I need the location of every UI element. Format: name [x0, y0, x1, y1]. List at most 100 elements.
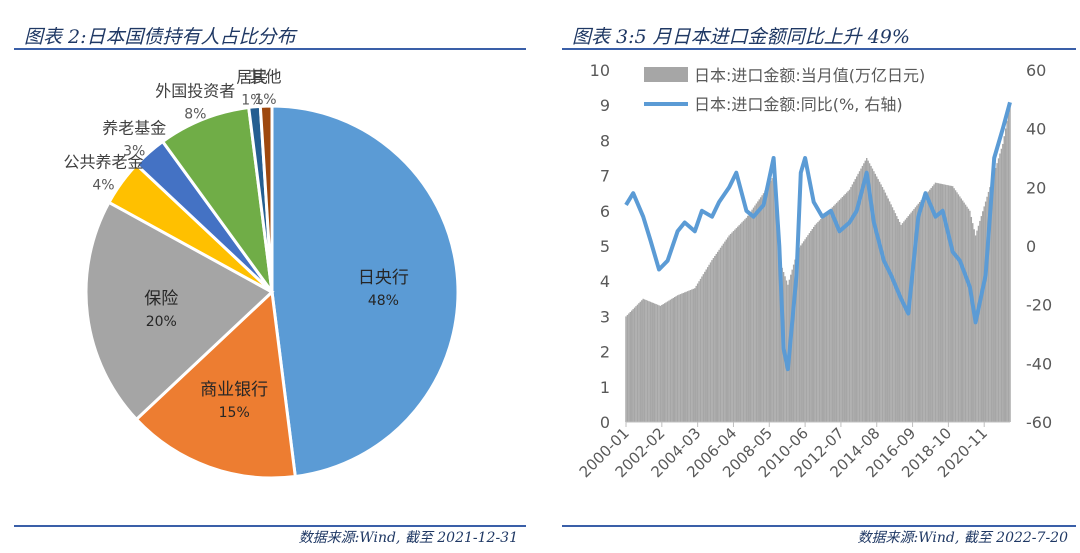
bar-mark — [990, 182, 993, 422]
bar-mark — [969, 210, 971, 422]
bar-mark — [926, 193, 928, 422]
bar-mark — [970, 216, 973, 422]
bar-mark — [866, 158, 868, 422]
bar-mark — [944, 184, 947, 422]
bar-mark — [716, 251, 719, 422]
bar-mark — [957, 194, 960, 422]
bar-mark — [996, 163, 998, 422]
bar-mark — [635, 306, 637, 422]
bar-mark — [653, 303, 656, 422]
bar-mark — [645, 299, 647, 422]
bar-mark — [770, 180, 772, 422]
bar-mark — [939, 183, 941, 422]
bar-mark — [910, 212, 912, 422]
bar-mark — [797, 249, 799, 422]
bar-mark — [984, 201, 987, 422]
bar-mark — [851, 184, 854, 422]
bar-mark — [802, 241, 805, 422]
bar-mark — [686, 291, 689, 422]
bar-mark — [701, 276, 703, 422]
legend-label-line: 日本:进口金额:同比(%, 右轴) — [694, 95, 903, 114]
pie-slice — [84, 200, 275, 422]
bar-mark — [953, 188, 955, 422]
bar-mark — [943, 184, 945, 422]
yoy-line — [624, 101, 1012, 372]
bar-mark — [752, 207, 755, 422]
bar-mark — [974, 235, 977, 422]
bar-mark — [629, 312, 632, 422]
bar-mark — [921, 198, 924, 422]
bar-mark — [744, 219, 746, 422]
bar-mark — [695, 285, 697, 422]
bar-mark — [906, 217, 908, 422]
bar-mark — [808, 233, 811, 422]
bar-mark — [941, 184, 944, 422]
bar-mark — [646, 300, 649, 422]
pie-slice — [270, 104, 460, 479]
bar-mark — [847, 191, 849, 422]
bar-mark — [681, 293, 683, 422]
bar-mark — [987, 191, 990, 422]
bar-mark — [699, 278, 702, 422]
bar-mark — [823, 216, 825, 422]
pie-value-label: 8% — [184, 106, 206, 122]
bar-mark — [959, 196, 961, 422]
bar-mark — [973, 229, 975, 422]
left-chart-title: 图表 2:日本国债持有人占比分布 — [24, 26, 296, 48]
pie-value-label: 20% — [146, 314, 177, 330]
bar-mark — [983, 206, 985, 422]
bar-mark — [739, 223, 742, 422]
bar-mark — [896, 216, 898, 422]
bar-mark — [745, 217, 748, 422]
bar-mark — [688, 290, 690, 422]
bar-mark — [735, 228, 738, 422]
bar-mark — [747, 215, 749, 422]
bar-mark — [807, 235, 809, 422]
bar-mark — [890, 204, 892, 422]
bar-mark — [930, 187, 932, 422]
left-title-bar: 图表 2:日本国债持有人占比分布 — [14, 20, 526, 50]
bar-mark — [649, 301, 652, 422]
bar-mark — [845, 192, 848, 422]
bar-mark — [840, 198, 842, 422]
pie-category-label: 公共养老金 — [63, 153, 143, 172]
bar-mark — [834, 204, 836, 422]
right-axis-tick-label: -40 — [1026, 354, 1052, 373]
bar-mark — [923, 196, 925, 422]
bar-mark — [729, 233, 732, 422]
bar-mark — [665, 302, 667, 422]
bar-mark — [655, 304, 657, 422]
left-axis-tick-label: 4 — [600, 272, 610, 291]
bar-mark — [638, 303, 640, 422]
bar-mark — [669, 299, 672, 422]
bar-mark — [774, 193, 776, 422]
bar-mark — [964, 204, 967, 422]
bar-mark — [762, 193, 765, 422]
bar-mark — [962, 200, 964, 422]
left-axis-tick-label: 3 — [600, 307, 610, 326]
bar-mark — [815, 223, 818, 422]
bar-mark — [721, 245, 723, 422]
pie-slice — [134, 288, 297, 480]
bar-mark — [692, 288, 695, 422]
left-axis-tick-label: 7 — [600, 167, 610, 186]
bar-mark — [886, 195, 888, 422]
bar-mark — [897, 219, 899, 422]
bar-mark — [751, 209, 753, 422]
bar-mark — [874, 173, 877, 422]
bar-mark — [1007, 112, 1010, 422]
bar-mark — [881, 187, 884, 422]
bar-mark — [772, 175, 775, 422]
right-axis-tick-label: 40 — [1026, 120, 1046, 139]
bar-mark — [678, 294, 680, 422]
pie-category-label: 其他 — [249, 67, 281, 86]
pie-chart: 日央行 48% 商业银行 15% 保险 20% 公共养老金 4% 养老基金 3% 外国投资者 8% 居民… — [63, 67, 460, 480]
bar-mark — [830, 208, 832, 422]
bar-mark — [977, 225, 980, 422]
left-axis-tick-label: 2 — [600, 343, 610, 362]
bar-mark — [861, 165, 864, 423]
bar-mark — [811, 228, 813, 422]
bar-mark — [844, 194, 846, 422]
bar-mark — [933, 184, 935, 422]
bar-mark — [674, 297, 676, 422]
